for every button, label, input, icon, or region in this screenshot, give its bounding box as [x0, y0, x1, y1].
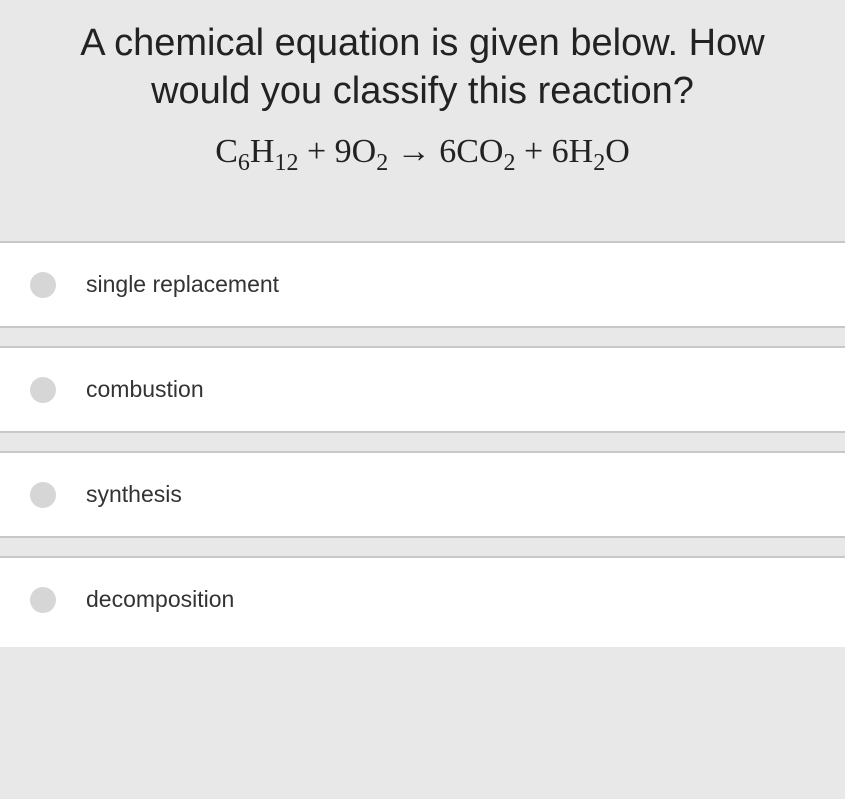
reactant1-sub2: 12: [274, 150, 298, 176]
question-text: A chemical equation is given below. How …: [40, 20, 805, 115]
radio-icon: [30, 377, 56, 403]
product1-coef: 6: [439, 133, 456, 170]
reactant2-sub: 2: [376, 150, 388, 176]
product2-elem1: H: [569, 133, 594, 170]
radio-icon: [30, 482, 56, 508]
reactant1-elem2: H: [250, 133, 275, 170]
arrow: →: [388, 133, 439, 170]
radio-icon: [30, 587, 56, 613]
reactant2-elem: O: [352, 133, 377, 170]
product2-sub: 2: [593, 150, 605, 176]
option-label: single replacement: [86, 271, 279, 298]
product2-elem2: O: [605, 133, 630, 170]
reactant1-elem1: C: [215, 133, 238, 170]
product1-sub: 2: [503, 150, 515, 176]
chemical-equation: C6H12 + 9O2 → 6CO2 + 6H2O: [40, 133, 805, 171]
product2-coef: 6: [552, 133, 569, 170]
option-decomposition[interactable]: decomposition: [0, 556, 845, 647]
option-combustion[interactable]: combustion: [0, 346, 845, 433]
radio-icon: [30, 272, 56, 298]
reactant2-coef: 9: [335, 133, 352, 170]
option-single-replacement[interactable]: single replacement: [0, 241, 845, 328]
product1-elem: CO: [456, 133, 503, 170]
option-label: synthesis: [86, 481, 182, 508]
plus1: +: [298, 133, 334, 170]
option-synthesis[interactable]: synthesis: [0, 451, 845, 538]
options-list: single replacement combustion synthesis …: [0, 241, 845, 647]
question-block: A chemical equation is given below. How …: [0, 0, 845, 201]
option-label: combustion: [86, 376, 204, 403]
plus2: +: [515, 133, 551, 170]
reactant1-sub1: 6: [238, 150, 250, 176]
option-label: decomposition: [86, 586, 234, 613]
